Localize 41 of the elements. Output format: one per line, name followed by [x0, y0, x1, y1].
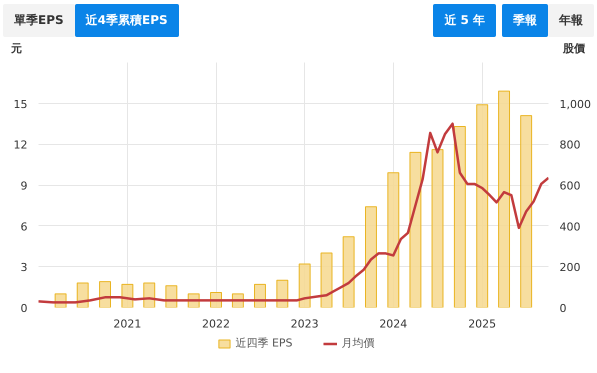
x-tick-label: 2023: [290, 318, 319, 330]
bar: [276, 280, 288, 308]
y2-tick-label: 200: [560, 261, 580, 274]
text: 年報: [548, 4, 594, 38]
y-tick-label: 9: [20, 180, 28, 192]
bar: [387, 172, 400, 308]
legend-label: 近四季 EPS: [235, 336, 293, 350]
y2-tick-label: 600: [560, 180, 580, 192]
y2-axis-title: 股價: [563, 41, 585, 57]
text: 單季EPS: [3, 4, 75, 38]
bar: [342, 236, 355, 308]
text: 近4季累積EPS: [74, 4, 179, 38]
y-axis-title: 元: [11, 41, 22, 57]
bar: [454, 126, 466, 308]
bar: [320, 252, 332, 308]
text: 近 5 年: [433, 4, 496, 38]
y2-tick-label: 0: [560, 302, 566, 315]
y-tick-label: 0: [20, 302, 28, 315]
x-tick-label: 2021: [113, 318, 142, 330]
line-series: [38, 122, 548, 304]
bar: [298, 263, 311, 308]
bar: [409, 152, 422, 308]
bar: [99, 281, 112, 308]
text: 季報: [502, 4, 548, 38]
x-tick-label: 2025: [468, 318, 496, 330]
bar: [498, 90, 510, 308]
y2-tick-label: 1,000: [560, 98, 591, 111]
x-tick-label: 2022: [202, 318, 230, 330]
x-tick-label: 2024: [379, 318, 408, 330]
y2-tick-label: 800: [560, 138, 580, 152]
bar: [365, 206, 377, 308]
bar: [520, 115, 532, 308]
bar: [432, 149, 444, 308]
y-tick-label: 12: [14, 138, 28, 152]
legend-label: 月均價: [342, 336, 375, 350]
bar: [76, 282, 89, 308]
y-tick-label: 6: [20, 220, 28, 234]
y-tick-label: 3: [20, 261, 28, 274]
y2-tick-label: 400: [560, 220, 580, 234]
bar: [476, 104, 488, 308]
y-tick-label: 15: [14, 98, 28, 111]
